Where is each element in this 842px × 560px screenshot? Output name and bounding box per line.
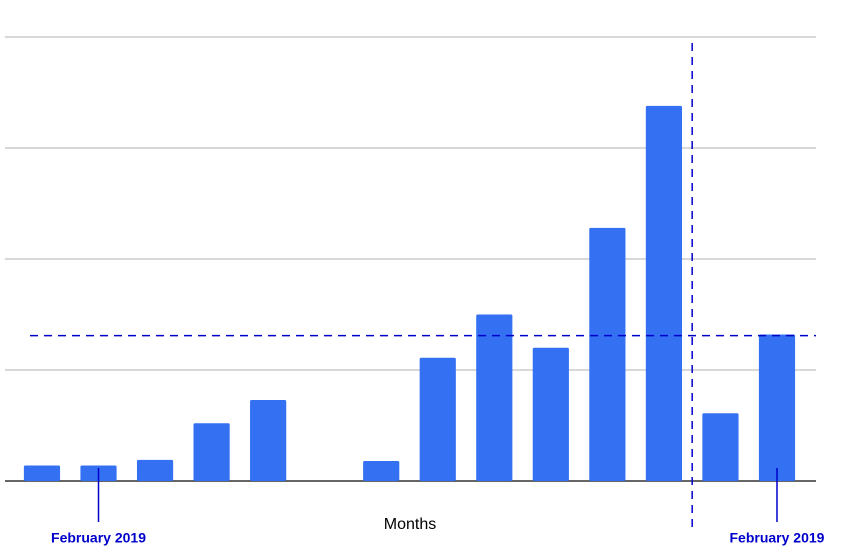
bar: [702, 413, 739, 481]
bar: [193, 423, 230, 481]
annotation: February 2019: [51, 530, 146, 546]
bar: [250, 399, 287, 481]
bar: [136, 459, 174, 481]
bar: [363, 461, 400, 481]
annotation: February 2019: [730, 530, 825, 546]
bar: [419, 357, 456, 481]
bar: [589, 227, 626, 481]
bar: [532, 347, 569, 481]
bar: [476, 314, 513, 481]
bar: [645, 105, 683, 481]
bar: [23, 465, 61, 481]
bar: [758, 334, 796, 481]
x-axis-label: Months: [384, 516, 436, 533]
